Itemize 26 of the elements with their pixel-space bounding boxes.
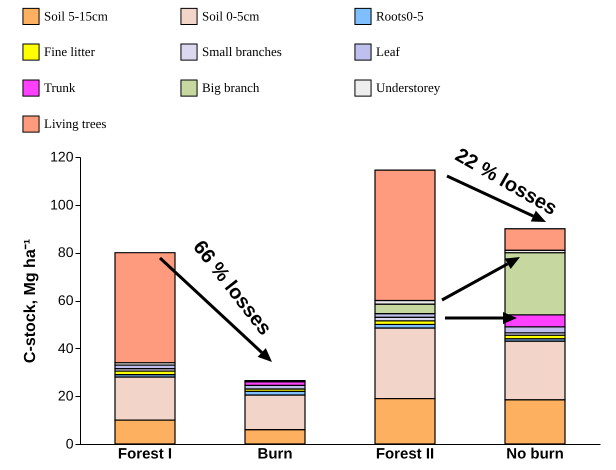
y-tick-label: 100 <box>50 196 74 212</box>
bar <box>114 252 176 364</box>
y-tick-label: 20 <box>58 388 74 404</box>
legend-label: Living trees <box>44 116 106 131</box>
y-tick-label: 40 <box>58 340 74 356</box>
x-tick-label: Forest II <box>376 446 434 462</box>
legend-label: Small branches <box>202 44 282 59</box>
bar <box>374 303 436 314</box>
legend-label: Fine litter <box>44 44 96 59</box>
y-axis-title: C-stock, Mg ha⁻¹ <box>22 238 40 364</box>
y-tick-label: 0 <box>66 436 74 452</box>
legend-label: Leaf <box>376 44 400 59</box>
y-tick-label: 120 <box>50 148 74 164</box>
x-tick-label: Forest I <box>118 446 172 462</box>
legend-label: Understorey <box>376 80 441 95</box>
legend-label: Big branch <box>202 80 260 95</box>
legend-label: Trunk <box>44 80 76 95</box>
y-tick-label: 60 <box>58 292 74 308</box>
bar <box>374 170 436 302</box>
y-tick-label: 80 <box>58 244 74 260</box>
x-tick-label: Burn <box>258 446 292 462</box>
legend-label: Soil 0-5cm <box>202 8 260 24</box>
x-tick-label: No burn <box>506 446 564 462</box>
bar <box>504 228 566 251</box>
legend-label: Soil 5-15cm <box>44 8 108 24</box>
legend-label: Roots0-5 <box>376 8 424 24</box>
